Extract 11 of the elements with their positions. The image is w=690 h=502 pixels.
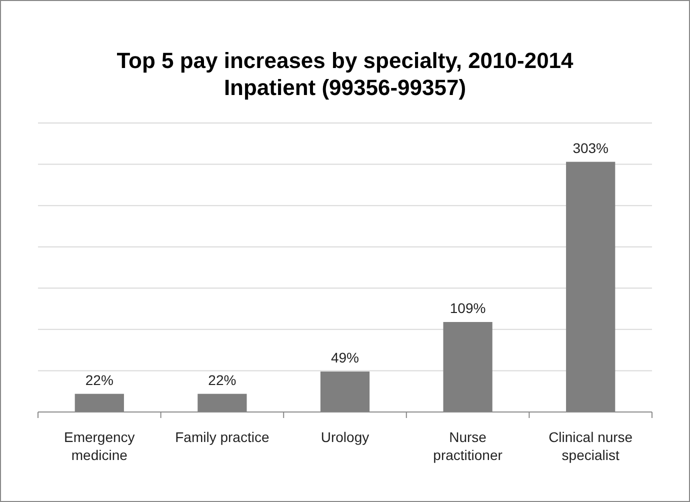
data-label: 22% — [208, 372, 236, 388]
data-label: 49% — [330, 350, 360, 366]
data-label: 303% — [572, 140, 609, 156]
x-tick-label: Nurse practitioner — [433, 429, 503, 463]
data-label: 109% — [450, 300, 486, 316]
chart-title: Top 5 pay increases by specialty, 2010-2014 Inpatient (99356-99357) — [116, 48, 574, 100]
x-tick-label: Urology — [320, 429, 370, 445]
x-tick-label: Emergency medicine — [64, 429, 135, 463]
x-tick-label: Clinical nurse specialist — [548, 429, 633, 463]
data-label: 22% — [85, 372, 114, 388]
x-tick-label: Family practice — [175, 429, 270, 445]
